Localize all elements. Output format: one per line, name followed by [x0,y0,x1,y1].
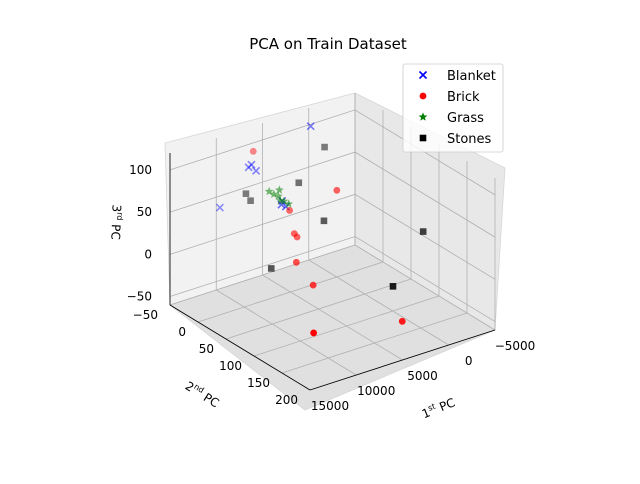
brick-point [398,317,406,325]
legend-marker-blanket [418,70,428,80]
stones-point [321,143,328,151]
z-axis-label-base: 3 [109,204,123,212]
axes: 15000 10000 5000 0 −5000 −50 0 50 100 150 200 100 50… [127,153,536,413]
y-grid-line [225,127,412,340]
legend: Blanket Brick Grass Stones [402,63,504,153]
legend-label-stones: Stones [447,132,492,147]
z-grid-line [169,236,496,322]
brick-point [310,329,318,337]
legend-marker-grass [418,112,428,121]
x-axis-label: 1st PC [420,394,458,421]
brick-point [249,147,257,155]
y-grid-line [197,110,384,323]
legend-box [402,63,504,153]
y-grid-line [253,144,440,357]
grass-point [279,196,289,205]
legend-markers [418,70,428,142]
z-tick-label: 50 [137,205,152,219]
x-tick-label: 5000 [407,369,438,383]
y-grid-line [281,161,468,374]
x-tick-label: 15000 [311,399,349,413]
y-tick-label: 0 [178,325,186,339]
grass-point [284,199,293,208]
blanket-point [244,163,253,172]
brick-point [333,186,341,194]
z-tick-label: 0 [144,247,152,261]
z-grid-line [169,109,496,196]
y-grid-line [169,93,356,306]
stones-point [247,197,254,204]
stones-point [242,190,250,197]
grass-point [275,185,284,194]
brick-point [293,233,301,241]
z-grid-line [169,151,496,238]
x-axis-label-tail: PC [434,395,457,415]
x-tick-label: 10000 [357,384,395,398]
brick-point [286,207,293,214]
blanket-point [306,122,315,131]
y-tick-label: −50 [133,308,158,322]
legend-label-grass: Grass [447,111,484,126]
stones-point [267,265,275,272]
stones-point [295,179,303,187]
z-tick-label: 100 [129,163,152,177]
legend-label-blanket: Blanket [447,69,496,84]
y-axis-line [169,304,311,391]
y-tick-label: 50 [199,342,214,356]
y-tick-label: 100 [219,359,242,373]
x-tick-label: 0 [465,354,473,368]
brick-point [309,281,317,289]
brick-point [292,258,300,266]
z-axis-label: 3rd PC [108,204,124,240]
z-axis-label-tail: PC [108,220,123,240]
x-axis-line [309,329,496,391]
blanket-point [247,160,256,169]
y-tick-label: 150 [247,376,270,390]
x-tick-label: −5000 [495,339,536,353]
stones-point [389,283,397,290]
z-tick-label: −50 [127,290,152,304]
legend-marker-brick [419,92,427,100]
z-axis-label-sup: rd [115,212,124,221]
x-axis-label-sup: st [427,402,437,413]
axis-panes [164,92,506,411]
y-tick-label: 200 [275,393,298,407]
data-points [215,122,427,337]
y-axis-label: 2nd PC [183,378,223,410]
legend-marker-stones [419,134,427,142]
stones-point [320,217,328,225]
grass-point [269,189,279,198]
chart-title: PCA on Train Dataset [249,35,407,53]
blanket-point [252,166,261,175]
legend-label-brick: Brick [447,90,480,105]
z-grid-line [169,193,496,280]
stones-point [419,228,427,235]
blanket-point [215,203,224,212]
